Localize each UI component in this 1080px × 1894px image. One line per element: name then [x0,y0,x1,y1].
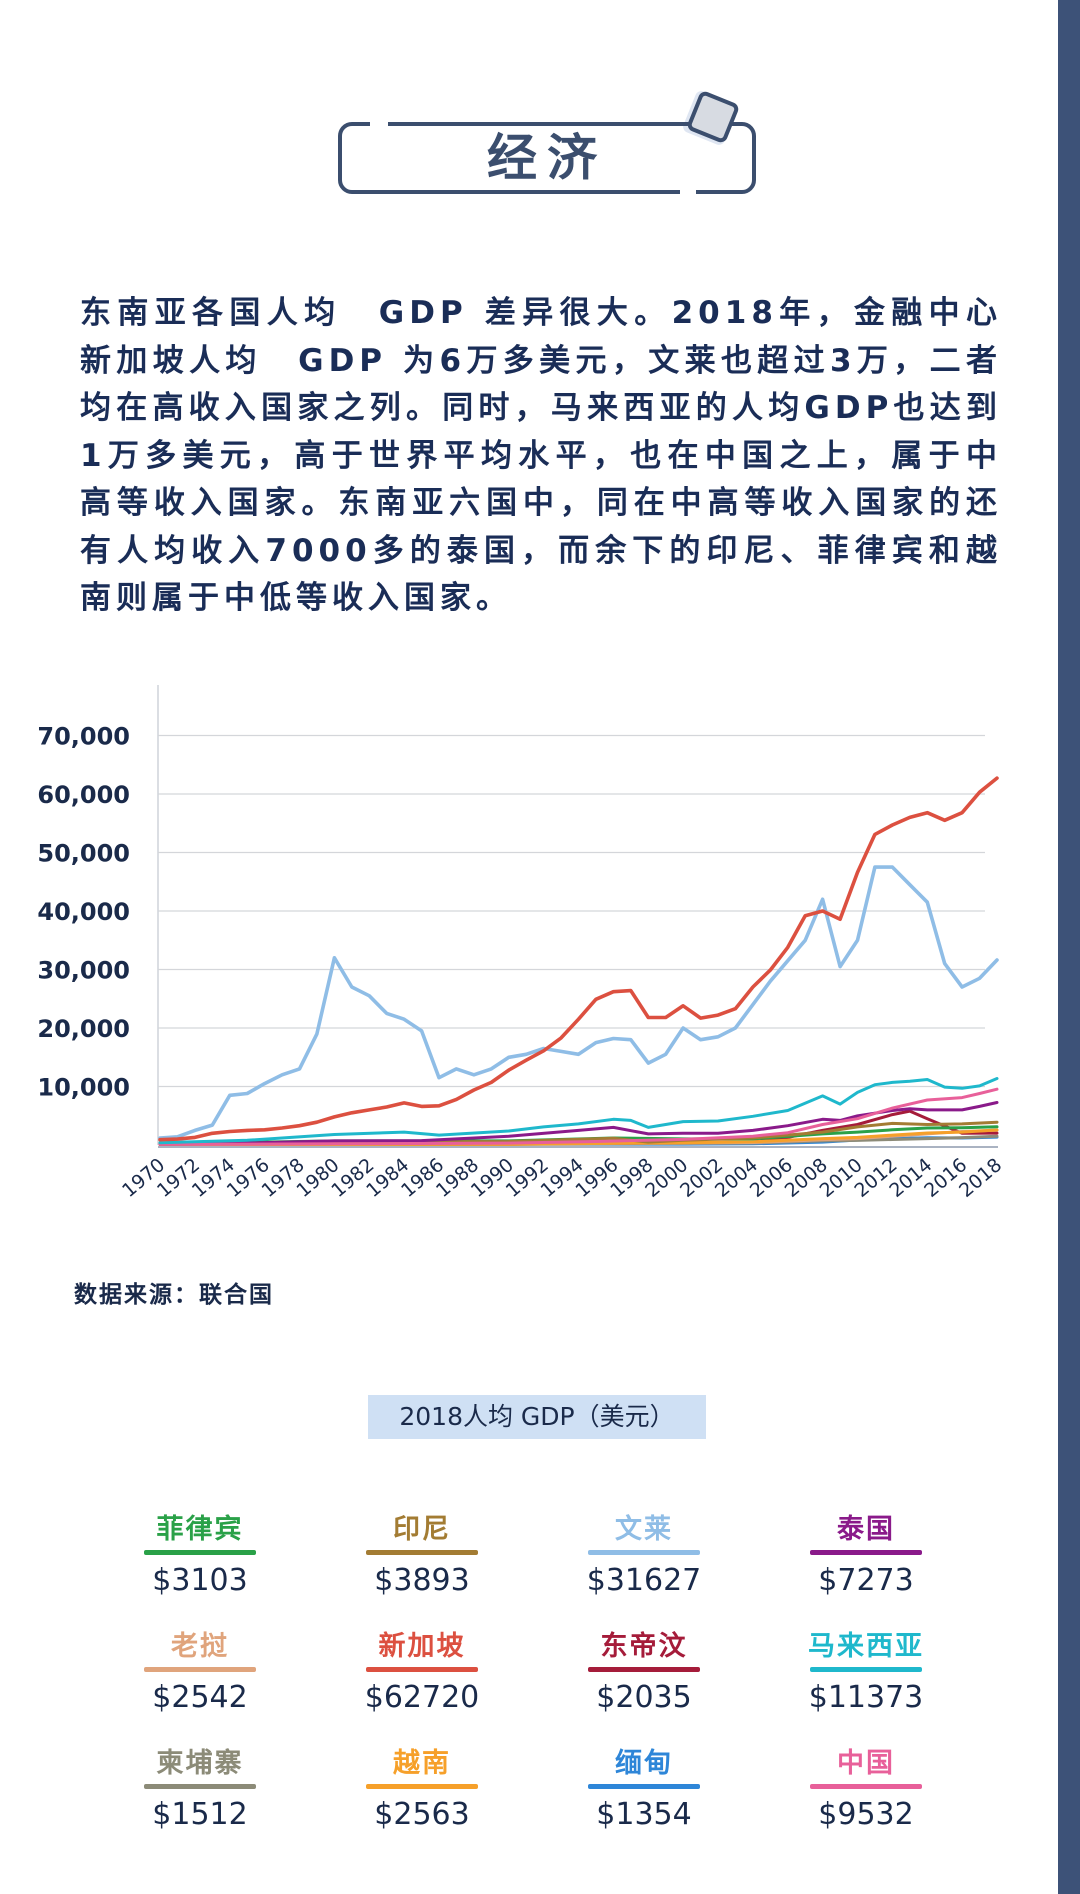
source-note: 数据来源：联合国 [74,1282,274,1308]
legend-item: 缅甸 $1354 [554,1746,734,1832]
y-tick-label: 50,000 [37,840,130,868]
legend-country-name: 菲律宾 [156,1514,244,1545]
legend-gdp-value: $62720 [364,1680,480,1715]
legend-gdp-value: $2035 [596,1680,692,1715]
legend-item: 新加坡 $62720 [332,1629,512,1715]
legend-item: 泰国 $7273 [776,1512,956,1598]
legend-color-line [588,1784,700,1789]
y-tick-label: 10,000 [37,1074,130,1102]
legend-gdp-value: $3893 [374,1563,470,1598]
legend-item: 马来西亚 $11373 [776,1629,956,1715]
legend-item: 中国 $9532 [776,1746,956,1832]
legend-title: 2018人均 GDP（美元） [368,1395,706,1439]
page-title: 经济 [487,129,607,187]
series-line-泰国 [158,1101,999,1146]
legend-country-name: 文莱 [615,1514,673,1545]
y-tick-label: 20,000 [37,1015,130,1043]
right-edge-bar [1058,0,1080,1894]
legend-item: 菲律宾 $3103 [110,1512,290,1598]
legend-country-name: 柬埔寨 [156,1748,244,1779]
legend-item: 印尼 $3893 [332,1512,512,1598]
legend-color-line [810,1667,922,1672]
legend-country-name: 老挝 [171,1631,229,1662]
gdp-line-chart: 10,000 20,000 30,000 40,000 50,000 60,000 70,0… [37,685,1006,1202]
legend-gdp-value: $7273 [818,1563,914,1598]
legend-item: 柬埔寨 $1512 [110,1746,290,1832]
y-tick-label: 70,000 [37,723,130,751]
legend-color-line [588,1667,700,1672]
series-line-中国 [158,1087,999,1146]
legend-item: 老挝 $2542 [110,1629,290,1715]
legend-color-line [588,1550,700,1555]
legend-gdp-value: $2542 [152,1680,248,1715]
legend-gdp-value: $11373 [808,1680,924,1715]
legend-color-line [144,1550,256,1555]
legend-item: 文莱 $31627 [554,1512,734,1598]
legend-gdp-value: $9532 [818,1797,914,1832]
y-tick-label: 40,000 [37,898,130,926]
intro-paragraph: 东南亚各国人均 GDP 差异很大。2018年，金融中心新加坡人均 GDP 为6万… [80,295,1002,616]
legend-item: 东帝汶 $2035 [554,1629,734,1715]
series-line-印尼 [158,1120,999,1146]
legend-color-line [810,1784,922,1789]
series-line-马来西亚 [158,1077,999,1145]
legend-color-line [144,1784,256,1789]
title-frame [338,122,756,194]
legend-country-name: 越南 [393,1748,451,1779]
legend-country-name: 缅甸 [615,1748,673,1779]
title-frame-gap [680,188,696,198]
legend-color-line [366,1784,478,1789]
legend-country-name: 马来西亚 [808,1631,924,1662]
series-line-新加坡 [158,776,999,1142]
series-line-文莱 [158,865,999,1140]
legend-color-line [144,1667,256,1672]
legend-country-name: 东帝汶 [600,1631,688,1662]
legend-gdp-value: $1512 [152,1797,248,1832]
legend-color-line [366,1667,478,1672]
legend-item: 越南 $2563 [332,1746,512,1832]
y-tick-label: 30,000 [37,957,130,985]
y-tick-label: 60,000 [37,781,130,809]
legend-color-line [366,1550,478,1555]
legend-country-name: 印尼 [393,1514,451,1545]
legend-country-name: 中国 [837,1748,895,1779]
legend-gdp-value: $3103 [152,1563,248,1598]
legend-gdp-value: $2563 [374,1797,470,1832]
legend-color-line [810,1550,922,1555]
title-frame-gap [370,118,388,128]
legend-gdp-value: $31627 [586,1563,702,1598]
legend-country-name: 新加坡 [378,1631,466,1662]
legend-country-name: 泰国 [837,1514,895,1545]
legend-gdp-value: $1354 [596,1797,692,1832]
